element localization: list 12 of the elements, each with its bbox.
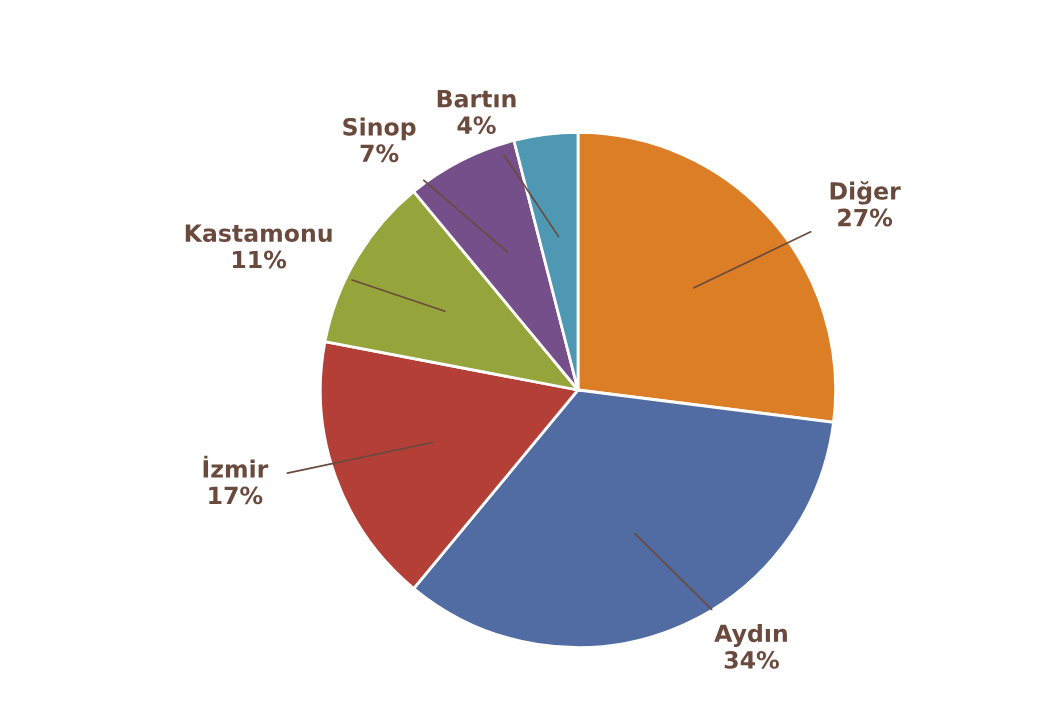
slice-label: Diğer — [830, 180, 901, 205]
data-label: 11% — [233, 250, 287, 269]
data-label: 27% — [838, 208, 893, 227]
data-label: 17% — [209, 486, 263, 505]
slice-label: Aydın — [714, 623, 787, 647]
slice-label: İzmir — [203, 455, 269, 478]
data-label: 7% — [360, 144, 399, 163]
data-label: 34% — [724, 650, 779, 669]
slice-label: Bartın — [437, 90, 516, 108]
slice-label: Sinop — [343, 117, 416, 141]
data-label: 4% — [457, 116, 496, 135]
slice-label: Kastamonu — [185, 224, 332, 243]
